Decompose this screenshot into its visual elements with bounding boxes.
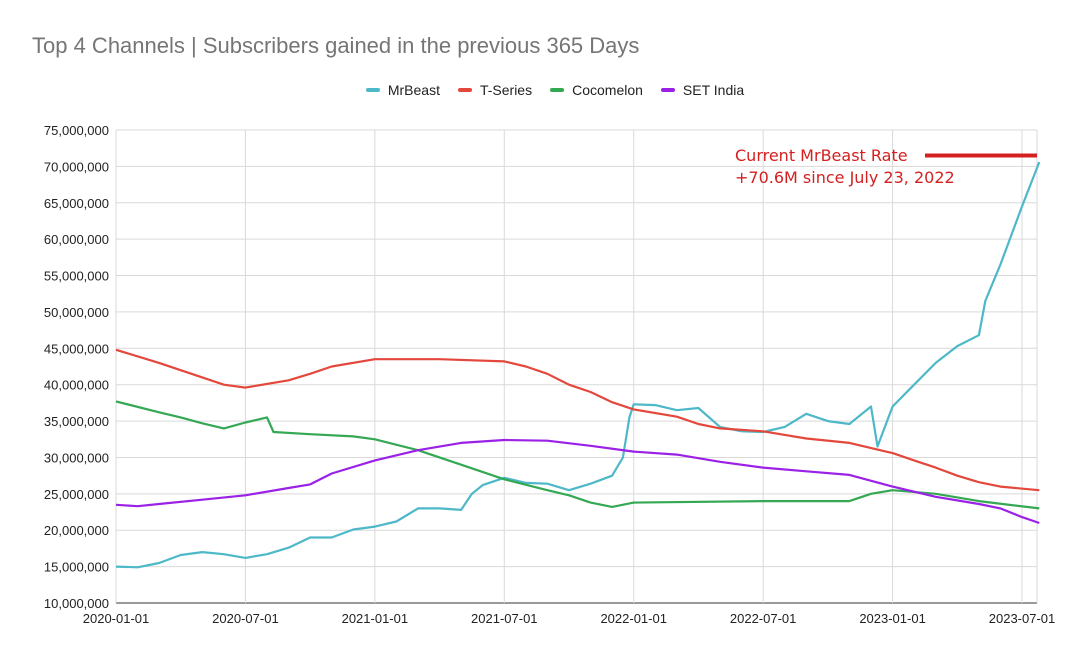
legend-label: T-Series (479, 82, 533, 98)
legend-label: Cocomelon (572, 82, 643, 98)
series-line-cocomelon (115, 400, 1040, 510)
x-tick-label: 2023-01-01 (859, 611, 926, 626)
y-tick-label: 35,000,000 (44, 414, 109, 429)
annotation-line1: Current MrBeast Rate (735, 146, 908, 165)
y-tick-label: 55,000,000 (44, 269, 109, 284)
y-tick-label: 20,000,000 (44, 523, 109, 538)
y-tick-label: 15,000,000 (44, 560, 109, 575)
legend-item-set-india[interactable]: SET India (660, 82, 745, 98)
x-tick-label: 2022-07-01 (730, 611, 797, 626)
y-tick-label: 10,000,000 (44, 596, 109, 611)
legend-swatch (660, 88, 675, 92)
y-tick-label: 65,000,000 (44, 196, 109, 211)
y-tick-label: 50,000,000 (44, 305, 109, 320)
legend-item-t-series[interactable]: T-Series (457, 82, 533, 98)
x-tick-label: 2021-07-01 (471, 611, 538, 626)
series-line-set-india (115, 438, 1040, 525)
series-line-t-series (115, 348, 1040, 492)
x-tick-label: 2022-01-01 (600, 611, 667, 626)
annotation-line2: +70.6M since July 23, 2022 (735, 168, 955, 187)
annotation: Current MrBeast Rate +70.6M since July 2… (735, 145, 955, 189)
x-tick-label: 2020-01-01 (83, 611, 150, 626)
x-tick-label: 2023-07-01 (989, 611, 1056, 626)
y-tick-label: 60,000,000 (44, 232, 109, 247)
legend-label: MrBeast (387, 82, 440, 98)
y-tick-label: 40,000,000 (44, 378, 109, 393)
x-tick-label: 2021-01-01 (342, 611, 409, 626)
y-tick-label: 30,000,000 (44, 450, 109, 465)
legend-swatch (457, 88, 472, 92)
legend-item-mrbeast[interactable]: MrBeast (365, 82, 440, 98)
chart-title: Top 4 Channels | Subscribers gained in t… (32, 33, 640, 58)
y-tick-label: 25,000,000 (44, 487, 109, 502)
legend-label: SET India (682, 82, 745, 98)
legend: MrBeast T-Series Cocomelon SET India (0, 82, 1070, 98)
y-tick-label: 75,000,000 (44, 123, 109, 138)
legend-item-cocomelon[interactable]: Cocomelon (550, 82, 643, 98)
y-tick-label: 70,000,000 (44, 159, 109, 174)
series-line-mrbeast (115, 161, 1041, 569)
legend-swatch (365, 88, 380, 92)
legend-swatch (550, 88, 565, 92)
x-tick-label: 2020-07-01 (212, 611, 279, 626)
y-tick-label: 45,000,000 (44, 341, 109, 356)
